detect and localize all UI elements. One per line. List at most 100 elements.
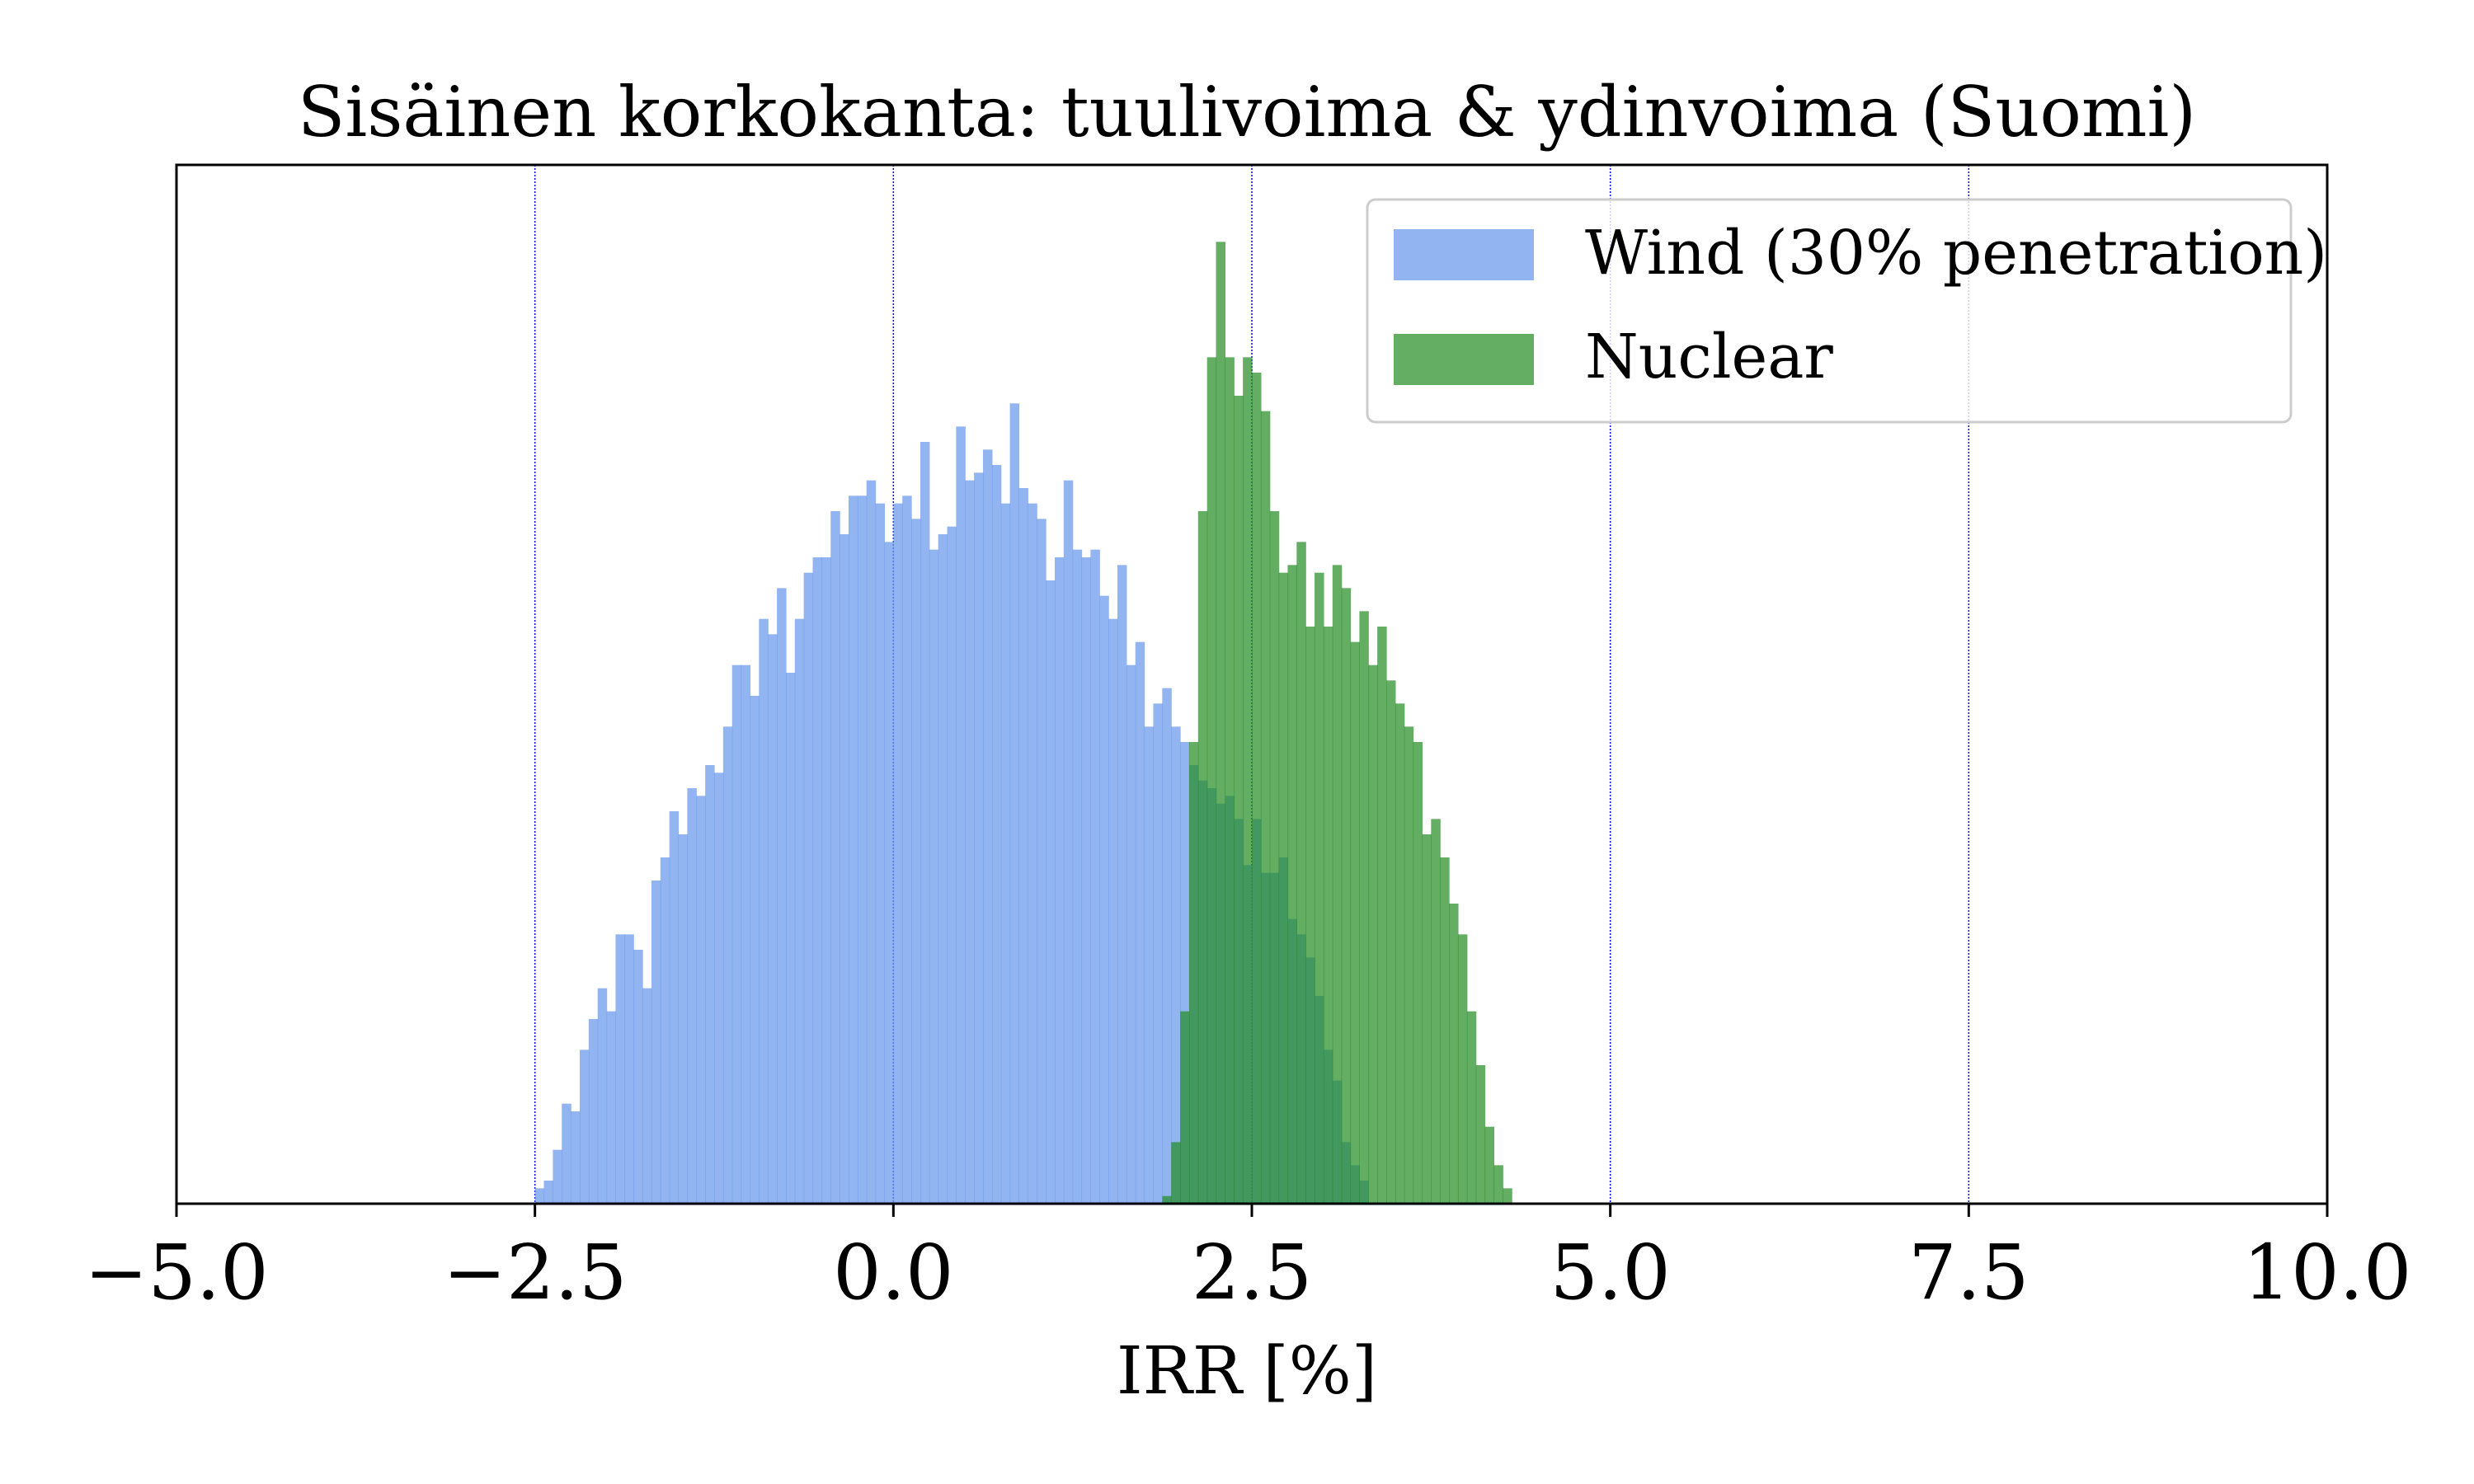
histogram-bar bbox=[1018, 488, 1028, 1204]
histogram-bar bbox=[759, 618, 769, 1204]
histogram-bar bbox=[1386, 680, 1396, 1204]
x-tick-label: −2.5 bbox=[443, 1228, 627, 1317]
histogram-bar bbox=[1108, 618, 1118, 1204]
histogram-bar bbox=[1404, 726, 1414, 1204]
histogram-bar bbox=[1054, 557, 1065, 1204]
histogram-bar bbox=[1117, 565, 1127, 1204]
histogram-bar bbox=[1278, 572, 1289, 1204]
histogram-bar bbox=[777, 588, 787, 1204]
histogram-bar bbox=[1503, 1188, 1512, 1204]
histogram-bar bbox=[1323, 627, 1333, 1204]
x-tick-label: 5.0 bbox=[1550, 1228, 1671, 1317]
histogram-bar bbox=[1252, 373, 1262, 1204]
histogram-bar bbox=[534, 1188, 545, 1204]
x-tick-label: −5.0 bbox=[84, 1228, 268, 1317]
histogram-bar bbox=[1180, 742, 1190, 1204]
histogram-bar bbox=[741, 665, 751, 1204]
histogram-bar bbox=[1197, 511, 1208, 1204]
histogram-bar bbox=[1493, 1165, 1503, 1204]
histogram-bar bbox=[1413, 742, 1423, 1204]
histogram-bar bbox=[1260, 411, 1271, 1204]
histogram-bar bbox=[624, 934, 634, 1204]
histogram-bar bbox=[991, 465, 1002, 1204]
histogram-bar bbox=[840, 534, 849, 1204]
histogram-bar bbox=[875, 503, 886, 1204]
histogram-bar bbox=[947, 526, 957, 1204]
histogram-bar bbox=[794, 618, 805, 1204]
histogram-bar bbox=[803, 572, 814, 1204]
histogram-bar bbox=[571, 1111, 581, 1204]
histogram-bar bbox=[660, 857, 670, 1204]
histogram-bar bbox=[597, 988, 608, 1204]
histogram-bar bbox=[1350, 641, 1360, 1204]
histogram-bar bbox=[750, 696, 760, 1204]
histogram-bar bbox=[1162, 688, 1172, 1204]
histogram-bar bbox=[920, 442, 930, 1204]
histogram-bar bbox=[1466, 1011, 1477, 1204]
histogram-bar bbox=[938, 534, 948, 1204]
histogram-bar bbox=[1081, 557, 1091, 1204]
histogram-bar bbox=[633, 950, 643, 1204]
histogram-bar bbox=[687, 788, 697, 1204]
histogram-bar bbox=[893, 503, 903, 1204]
histogram-bar bbox=[1475, 1065, 1486, 1204]
chart-title: Sisäinen korkokanta: tuulivoima & ydinvo… bbox=[298, 72, 2196, 153]
histogram-bar bbox=[1225, 357, 1235, 1205]
wind-series bbox=[534, 403, 1369, 1205]
histogram-bar bbox=[1162, 1195, 1172, 1204]
histogram-bar bbox=[974, 472, 984, 1204]
histogram-bar bbox=[857, 495, 868, 1204]
histogram-bar bbox=[1180, 1011, 1190, 1204]
histogram-bar bbox=[1009, 403, 1020, 1205]
histogram-bar bbox=[696, 796, 706, 1204]
histogram-bar bbox=[1153, 703, 1163, 1204]
histogram-bar bbox=[1395, 703, 1405, 1204]
histogram-bar bbox=[1171, 1142, 1181, 1204]
histogram-bar bbox=[768, 634, 778, 1204]
histogram-bar bbox=[1431, 819, 1441, 1204]
legend-label-nuclear: Nuclear bbox=[1585, 322, 1833, 392]
histogram-bar bbox=[1234, 396, 1244, 1204]
histogram-bar bbox=[983, 449, 993, 1204]
histogram-bar bbox=[1332, 565, 1343, 1204]
histogram-bar bbox=[1135, 641, 1145, 1204]
histogram-bar bbox=[849, 495, 858, 1204]
legend-swatch-nuclear bbox=[1394, 334, 1534, 385]
histogram-bar bbox=[1287, 565, 1297, 1204]
x-tick-label: 10.0 bbox=[2243, 1228, 2412, 1317]
histogram-bar bbox=[1457, 934, 1468, 1204]
histogram-bar bbox=[821, 557, 831, 1204]
histogram-bar bbox=[714, 773, 724, 1204]
histogram-bar bbox=[705, 765, 715, 1204]
histogram-bar bbox=[911, 519, 921, 1204]
histogram-bar bbox=[1216, 242, 1225, 1205]
x-tick-label: 7.5 bbox=[1908, 1228, 2029, 1317]
histogram-bar bbox=[1126, 665, 1136, 1204]
histogram-bar bbox=[1090, 549, 1100, 1204]
histogram-bar bbox=[651, 881, 661, 1204]
histogram-bar bbox=[785, 673, 796, 1204]
histogram-bar bbox=[812, 557, 822, 1204]
histogram-bar bbox=[1296, 542, 1306, 1204]
histogram-bar bbox=[1028, 503, 1037, 1204]
histogram-bar bbox=[553, 1149, 562, 1204]
legend-swatch-wind bbox=[1394, 229, 1534, 280]
histogram-bars bbox=[534, 242, 1512, 1205]
x-axis-ticks: −5.0 −2.5 0.0 2.5 5.0 7.5 10.0 bbox=[84, 1204, 2411, 1317]
histogram-bar bbox=[1000, 503, 1011, 1204]
x-tick-label: 2.5 bbox=[1192, 1228, 1312, 1317]
histogram-bar bbox=[1315, 572, 1324, 1204]
histogram-bar bbox=[1206, 357, 1217, 1205]
legend: Wind (30% penetration) Nuclear bbox=[1366, 198, 2327, 424]
x-tick-label: 0.0 bbox=[833, 1228, 953, 1317]
histogram-bar bbox=[678, 834, 688, 1204]
histogram-bar bbox=[1359, 611, 1369, 1204]
histogram-bar bbox=[1072, 549, 1083, 1204]
histogram-bar bbox=[580, 1050, 590, 1204]
histogram-bar bbox=[1449, 904, 1459, 1204]
histogram-bar bbox=[1484, 1126, 1494, 1204]
histogram-bar bbox=[1046, 580, 1056, 1204]
histogram-bar bbox=[731, 665, 742, 1204]
histogram-bar bbox=[830, 511, 840, 1204]
nuclear-series bbox=[1162, 242, 1512, 1205]
